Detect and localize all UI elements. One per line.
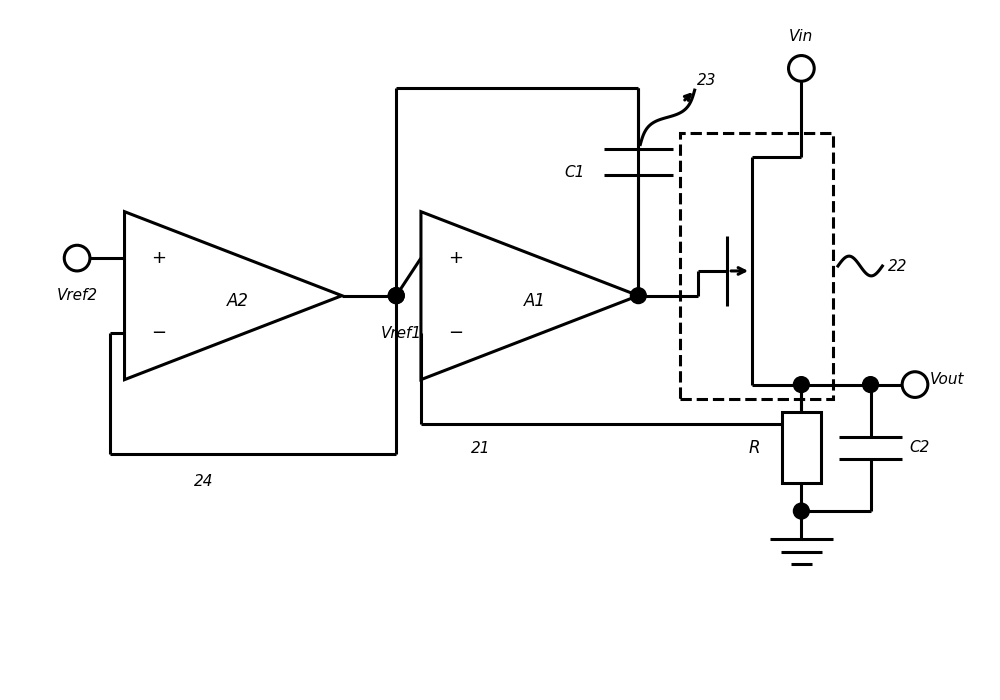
Text: A2: A2 bbox=[227, 292, 249, 309]
Text: −: − bbox=[152, 324, 167, 342]
Text: −: − bbox=[448, 324, 463, 342]
Text: 21: 21 bbox=[470, 441, 490, 456]
Text: C2: C2 bbox=[910, 440, 930, 455]
Circle shape bbox=[388, 288, 404, 304]
Circle shape bbox=[388, 288, 404, 304]
Text: Vout: Vout bbox=[930, 372, 964, 387]
Circle shape bbox=[863, 377, 878, 393]
Circle shape bbox=[630, 288, 646, 304]
Text: Vref2: Vref2 bbox=[57, 288, 98, 303]
Text: R: R bbox=[748, 439, 760, 457]
Text: C1: C1 bbox=[564, 164, 584, 180]
Circle shape bbox=[793, 377, 809, 393]
Circle shape bbox=[64, 245, 90, 271]
Text: Vin: Vin bbox=[789, 29, 813, 44]
Text: +: + bbox=[152, 249, 167, 267]
Text: 24: 24 bbox=[194, 474, 213, 489]
Text: 23: 23 bbox=[697, 73, 716, 88]
Circle shape bbox=[793, 503, 809, 519]
Circle shape bbox=[789, 55, 814, 81]
Text: +: + bbox=[448, 249, 463, 267]
Text: Vref1: Vref1 bbox=[381, 326, 422, 341]
Bar bbox=[680, 132, 833, 400]
Bar bbox=[782, 412, 821, 484]
Text: 22: 22 bbox=[887, 258, 907, 274]
Text: A1: A1 bbox=[524, 292, 546, 309]
Circle shape bbox=[902, 372, 928, 398]
